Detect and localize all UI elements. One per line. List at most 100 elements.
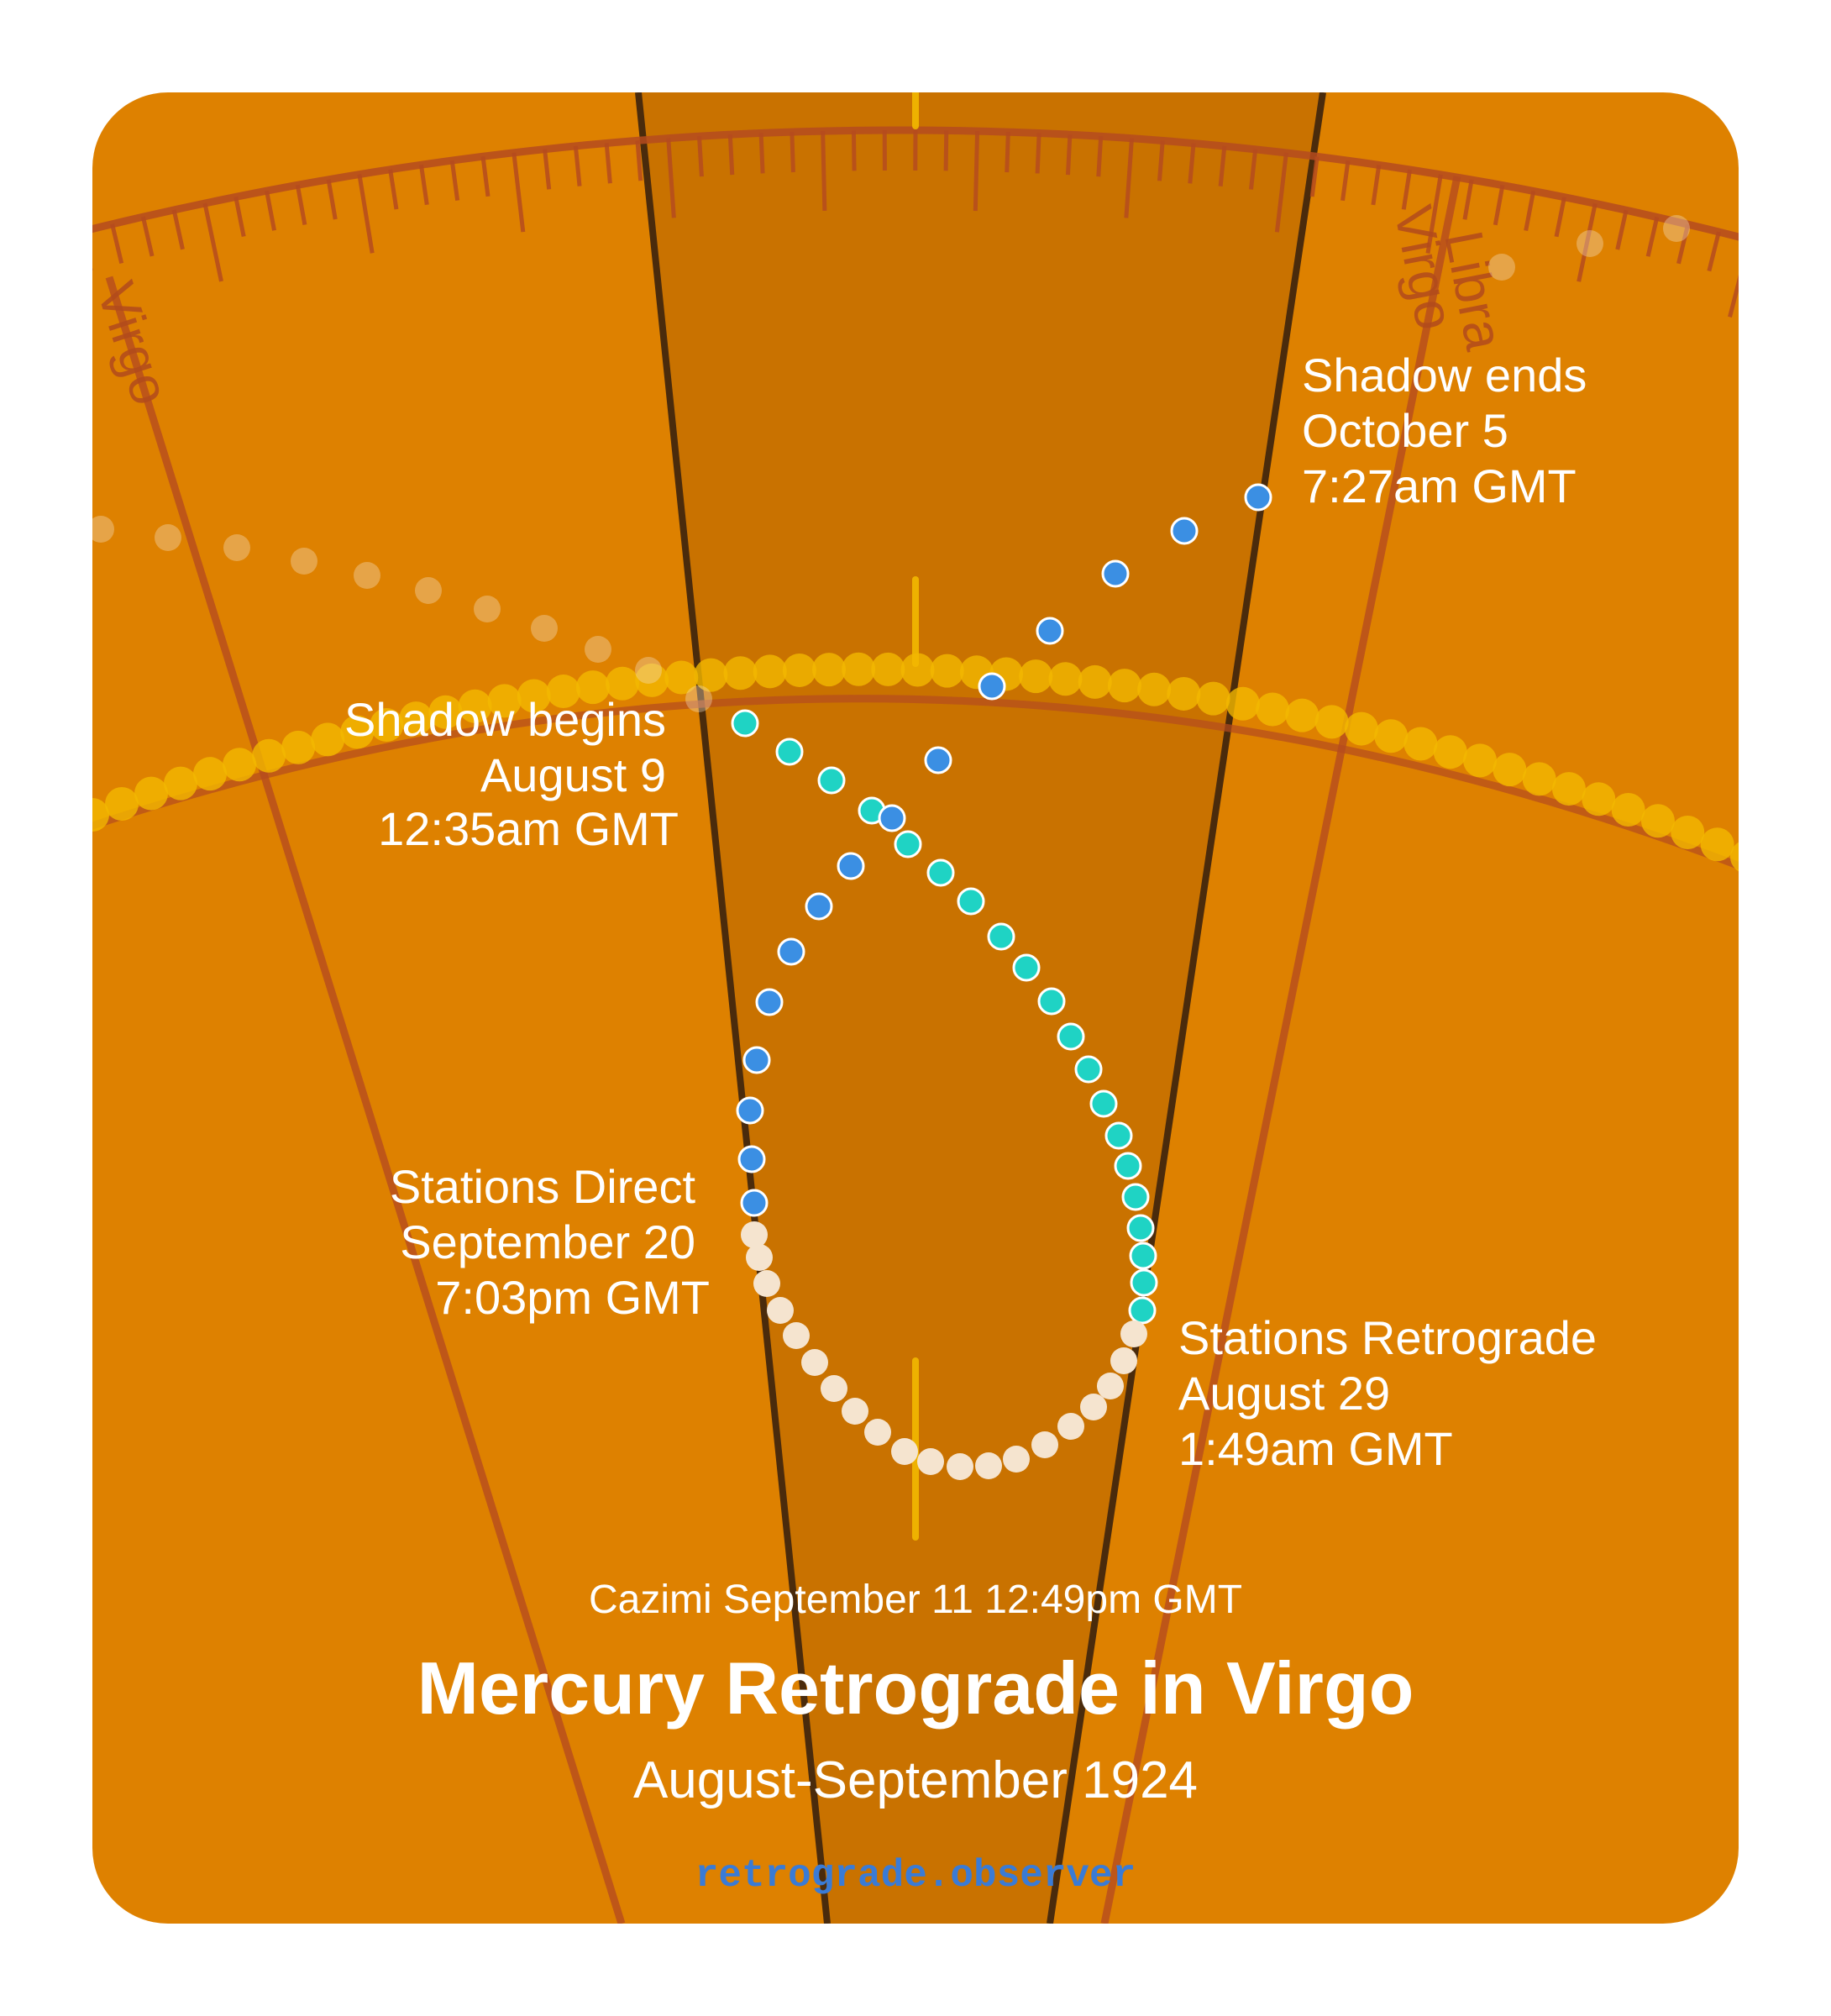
zodiac-tick — [1218, 145, 1227, 187]
shadow-begins-title: Shadow begins — [344, 693, 666, 746]
shadow-zone — [638, 92, 1323, 1924]
sun-dot — [281, 730, 316, 764]
shadow-begins-time: 12:35am GMT — [378, 802, 679, 855]
zodiac-tick — [295, 184, 307, 225]
zodiac-tick — [758, 133, 765, 174]
mercury-retrograde-dot — [1089, 1089, 1118, 1118]
zodiac-tick — [1371, 165, 1382, 206]
shadow-ends-title: Shadow ends — [1302, 349, 1587, 402]
label-stations-retrograde: Stations Retrograde August 29 1:49am GMT — [1178, 1311, 1597, 1475]
sun-dot — [753, 654, 787, 689]
zodiac-tick — [727, 134, 735, 176]
zodiac-tick — [1728, 239, 1739, 318]
stations-direct-date: September 20 — [400, 1215, 695, 1268]
mercury-retrograde-dot — [1130, 1268, 1158, 1297]
mercury-retrograde-dot — [775, 738, 804, 766]
sun-dot — [1671, 816, 1705, 850]
sun-dot — [164, 766, 198, 801]
mercury-forward-dot — [736, 1096, 764, 1125]
mercury-forward-dot — [837, 852, 865, 880]
sun-dot — [193, 757, 228, 791]
faint-dot — [685, 685, 712, 712]
mercury-retrograde-dot — [1104, 1121, 1133, 1150]
cazimi-label: Cazimi September 11 12:49pm GMT — [589, 1578, 1242, 1622]
sun-dot — [458, 689, 492, 723]
sun-dot — [1256, 692, 1290, 727]
label-shadow-ends: Shadow ends October 5 7:27am GMT — [1302, 349, 1587, 512]
mercury-direct-dot — [767, 1297, 794, 1324]
sun-dot — [930, 654, 964, 688]
sun-dot — [1611, 793, 1645, 827]
sun-dot — [1582, 782, 1616, 816]
sun-dot — [252, 738, 286, 773]
faint-dot — [1488, 254, 1515, 281]
zodiac-tick — [480, 155, 491, 197]
zodiac-tick — [604, 143, 612, 184]
sun-dot — [1107, 669, 1141, 703]
mercury-retrograde-dot — [894, 830, 922, 858]
sun-dot — [1196, 681, 1230, 716]
mercury-path — [731, 483, 1272, 1480]
sun-dot — [1225, 686, 1260, 721]
zodiac-tick — [1124, 138, 1134, 218]
sun-dot — [1314, 705, 1349, 739]
mercury-retrograde-dot — [1121, 1183, 1150, 1211]
mercury-forward-dot — [737, 1145, 766, 1173]
faint-dot — [415, 577, 442, 604]
mercury-forward-dot — [878, 804, 906, 832]
mercury-forward-dot — [1170, 517, 1199, 545]
zodiac-tick — [265, 190, 276, 231]
mercury-retrograde-dot — [1037, 987, 1066, 1016]
sun-dot — [1493, 753, 1527, 787]
faint-dot — [474, 596, 501, 622]
zodiac-tick — [140, 216, 155, 257]
mercury-direct-dot — [1097, 1373, 1124, 1399]
sun-dot — [1551, 772, 1586, 806]
mercury-direct-dot — [753, 1270, 780, 1297]
zodiac-tick — [1340, 160, 1351, 202]
zodiac-tick — [233, 196, 246, 237]
zodiac-tick — [821, 130, 827, 212]
sun-dot — [1167, 676, 1201, 711]
zodiac-tick — [1493, 185, 1505, 226]
sign-boundary-left — [105, 276, 626, 1924]
zodiac-tick — [1462, 179, 1474, 220]
zodiac-tick — [697, 136, 704, 177]
mercury-direct-dot — [1003, 1446, 1030, 1473]
mercury-direct-dot — [783, 1322, 810, 1349]
mercury-retrograde-dot — [1074, 1055, 1103, 1084]
zodiac-tick — [1249, 149, 1258, 190]
zodiac-tick — [418, 164, 429, 206]
zodiac-tick — [1005, 132, 1010, 173]
mercury-direct-dot — [1110, 1347, 1137, 1374]
faint-dot — [155, 524, 181, 551]
zodiac-tick — [1615, 209, 1629, 250]
mercury-direct-dot — [1031, 1431, 1058, 1458]
faint-dot — [354, 562, 380, 589]
sun-dot — [1463, 743, 1498, 778]
zodiac-tick — [92, 231, 93, 271]
mercury-forward-dot — [742, 1046, 771, 1074]
zodiac-tick — [543, 149, 552, 190]
sun-dot — [517, 679, 551, 713]
zodiac-tick — [1188, 143, 1196, 184]
ecliptic-band — [92, 695, 1739, 886]
zodiac-tick — [1157, 140, 1165, 181]
zodiac-tick — [1401, 169, 1413, 210]
faint-dot — [92, 516, 114, 543]
sun-dot — [694, 658, 728, 692]
zodiac-tick — [512, 152, 526, 233]
zodiac-tick — [1035, 133, 1041, 174]
zodiac-tick — [635, 140, 643, 181]
zodiac-tick — [1309, 156, 1319, 197]
page-title: Mercury Retrograde in Virgo — [417, 1646, 1414, 1730]
mercury-direct-dot — [1120, 1320, 1147, 1347]
zodiac-tick — [1771, 248, 1781, 286]
sun-dot — [723, 656, 758, 690]
brand-link[interactable]: retrograde.observer — [695, 1854, 1136, 1898]
faint-dot — [1663, 215, 1690, 242]
sun-dot — [1700, 827, 1734, 862]
sun-dot — [811, 653, 846, 687]
sun-dot — [606, 666, 640, 701]
